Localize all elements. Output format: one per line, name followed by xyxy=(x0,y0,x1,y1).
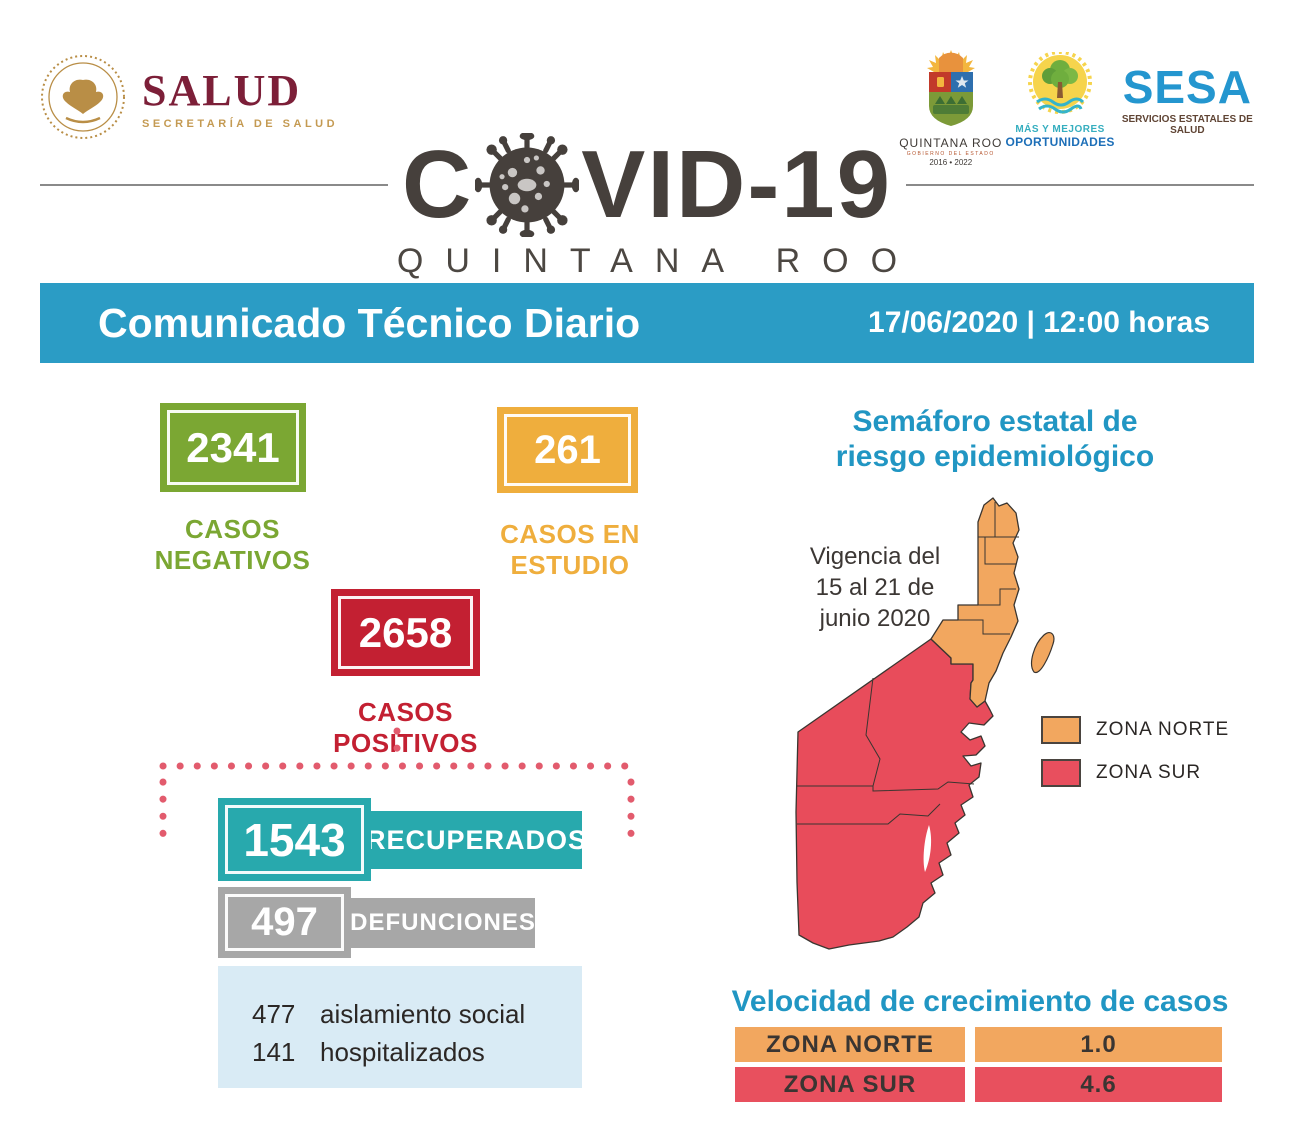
map-legend: ZONA NORTE ZONA SUR xyxy=(1041,716,1229,802)
breakdown-row-hospitalizados: 141 hospitalizados xyxy=(252,1034,582,1072)
left-rule xyxy=(40,184,388,186)
covid-title: C xyxy=(388,131,906,239)
semaforo-title-line2: riesgo epidemiológico xyxy=(835,440,1155,474)
semaforo-title: Semáforo estatal de riesgo epidemiológic… xyxy=(800,404,1190,474)
defunciones-box: 497 xyxy=(218,887,351,958)
covid-subtitle: QUINTANA ROO xyxy=(396,242,920,280)
zona-norte-legend-label: ZONA NORTE xyxy=(1096,719,1230,740)
oportunidades-line2: OPORTUNIDADES xyxy=(1005,135,1115,149)
salud-subtitle: SECRETARÍA DE SALUD xyxy=(142,117,339,130)
aislamiento-value: 477 xyxy=(252,999,296,1029)
coronavirus-icon xyxy=(474,131,581,239)
right-rule xyxy=(906,184,1255,186)
covid-title-left: C xyxy=(401,131,474,238)
casos-negativos-box: 2341 xyxy=(160,403,306,492)
zona-norte-swatch xyxy=(1041,716,1081,744)
recuperados-value: 1543 xyxy=(225,805,364,874)
legend-row-sur: ZONA SUR xyxy=(1041,759,1229,787)
quintana-roo-subtitle: GOBIERNO DEL ESTADO xyxy=(906,151,995,157)
vigencia-line2: 15 al 21 de xyxy=(815,574,935,602)
salud-logo: SALUD SECRETARÍA DE SALUD xyxy=(38,52,338,142)
mexico-eagle-seal-icon xyxy=(41,55,125,139)
oportunidades-line1: MÁS Y MEJORES xyxy=(1015,124,1105,135)
velocidad-table: ZONA NORTE 1.0 ZONA SUR 4.6 xyxy=(735,1027,1222,1107)
legend-row-norte: ZONA NORTE xyxy=(1041,716,1229,744)
vigencia-line1: Vigencia del xyxy=(809,543,941,570)
covid-title-row: C xyxy=(40,130,1255,240)
recuperados-label: RECUPERADOS xyxy=(366,811,586,869)
aislamiento-label: aislamiento social xyxy=(320,999,526,1029)
vigencia-line3: junio 2020 xyxy=(819,605,931,633)
velocidad-norte-zone: ZONA NORTE xyxy=(735,1027,965,1062)
salud-title: SALUD xyxy=(142,65,302,115)
velocidad-row-norte: ZONA NORTE 1.0 xyxy=(735,1027,1222,1062)
recuperados-box: 1543 xyxy=(218,798,371,881)
casos-negativos-value: 2341 xyxy=(167,410,299,485)
casos-negativos-label: CASOS NEGATIVOS xyxy=(154,514,311,575)
sesa-title: SESA xyxy=(1122,61,1252,113)
velocidad-row-sur: ZONA SUR 4.6 xyxy=(735,1067,1222,1102)
banner: Comunicado Técnico Diario 17/06/2020 | 1… xyxy=(40,283,1254,363)
velocidad-title: Velocidad de crecimiento de casos xyxy=(731,985,1229,1018)
tree-icon xyxy=(1028,52,1093,114)
quintana-roo-shield-icon xyxy=(926,50,975,126)
breakdown-box: 477 aislamiento social 141 hospitalizado… xyxy=(218,966,582,1088)
header-logos: QUINTANA ROO GOBIERNO DEL ESTADO 2016 • … xyxy=(898,48,1258,167)
zona-sur-legend-label: ZONA SUR xyxy=(1096,762,1202,783)
sesa-logo: SESA SERVICIOS ESTATALES DE SALUD xyxy=(1117,64,1258,136)
quintana-roo-title: QUINTANA ROO xyxy=(899,136,1003,150)
casos-en-estudio-value: 261 xyxy=(504,414,631,486)
quintana-roo-map xyxy=(795,497,1055,950)
sesa-subtitle: SERVICIOS ESTATALES DE SALUD xyxy=(1121,114,1253,136)
breakdown-row-aislamiento: 477 aislamiento social xyxy=(252,996,582,1034)
defunciones-value: 497 xyxy=(225,894,344,951)
velocidad-norte-value: 1.0 xyxy=(975,1027,1222,1062)
casos-positivos-box: 2658 xyxy=(331,589,480,676)
covid-title-right: VID-19 xyxy=(581,131,893,238)
casos-positivos-value: 2658 xyxy=(338,596,473,669)
banner-datetime: 17/06/2020 | 12:00 horas xyxy=(868,306,1210,339)
zona-sur-swatch xyxy=(1041,759,1081,787)
casos-en-estudio-box: 261 xyxy=(497,407,638,493)
defunciones-label: DEFUNCIONES xyxy=(350,898,535,948)
banner-title: Comunicado Técnico Diario xyxy=(98,299,641,346)
velocidad-sur-zone: ZONA SUR xyxy=(735,1067,965,1102)
casos-positivos-label: CASOS POSITIVOS xyxy=(333,697,478,758)
casos-en-estudio-label: CASOS EN ESTUDIO xyxy=(500,519,640,580)
oportunidades-logo: MÁS Y MEJORES OPORTUNIDADES xyxy=(1004,52,1117,149)
vigencia-note: Vigencia del 15 al 21 de junio 2020 xyxy=(800,541,950,635)
hospitalizados-value: 141 xyxy=(252,1036,296,1067)
quintana-roo-logo: QUINTANA ROO GOBIERNO DEL ESTADO 2016 • … xyxy=(898,48,1004,167)
velocidad-sur-value: 4.6 xyxy=(975,1067,1222,1102)
hospitalizados-label: hospitalizados xyxy=(320,1036,485,1067)
quintana-roo-years: 2016 • 2022 xyxy=(929,158,973,167)
semaforo-title-line1: Semáforo estatal de xyxy=(852,405,1138,438)
